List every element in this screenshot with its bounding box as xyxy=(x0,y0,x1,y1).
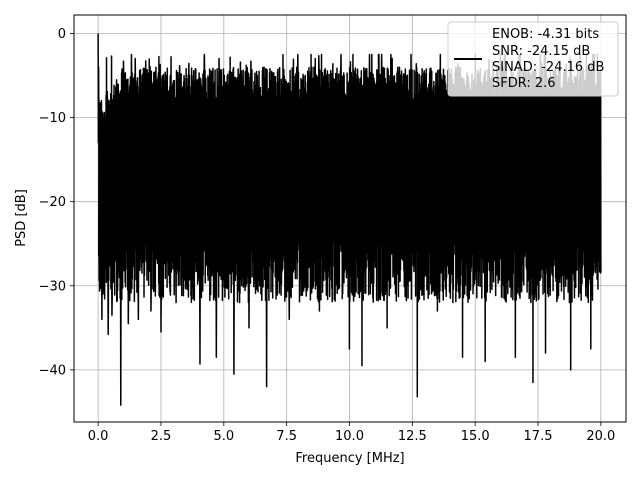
legend-line-sfdr: SFDR: 2.6 xyxy=(492,76,556,91)
x-tick-label: 20.0 xyxy=(586,429,615,444)
x-tick-label: 12.5 xyxy=(398,429,427,444)
x-tick-label: 2.5 xyxy=(151,429,172,444)
legend-line-enob: ENOB: -4.31 bits xyxy=(492,27,599,42)
y-tick-label: −10 xyxy=(39,111,66,126)
y-tick-label: −20 xyxy=(39,195,66,210)
x-axis-ticks: 0.0 2.5 5.0 7.5 10.0 12.5 15.0 17.5 20.0 xyxy=(88,422,615,444)
legend-box xyxy=(447,21,619,97)
legend: ENOB: -4.31 bits SNR: -24.15 dB SINAD: -… xyxy=(447,21,619,97)
x-tick-label: 10.0 xyxy=(335,429,364,444)
axes-frame xyxy=(73,14,627,423)
x-tick-label: 17.5 xyxy=(524,429,553,444)
y-tick-label: 0 xyxy=(58,27,66,42)
y-axis-ticks: 0 −10 −20 −30 −40 xyxy=(39,27,74,378)
legend-line-sinad: SINAD: -24.16 dB xyxy=(492,60,604,75)
x-tick-label: 0.0 xyxy=(88,429,109,444)
y-tick-label: −40 xyxy=(39,363,66,378)
y-axis-label: PSD [dB] xyxy=(14,189,29,247)
x-tick-label: 5.0 xyxy=(213,429,234,444)
x-axis-label: Frequency [MHz] xyxy=(295,451,404,466)
psd-trace xyxy=(97,33,602,406)
x-tick-label: 7.5 xyxy=(276,429,297,444)
legend-line-snr: SNR: -24.15 dB xyxy=(492,44,590,59)
x-tick-label: 15.0 xyxy=(461,429,490,444)
y-tick-label: −30 xyxy=(39,279,66,294)
psd-series xyxy=(97,33,602,406)
